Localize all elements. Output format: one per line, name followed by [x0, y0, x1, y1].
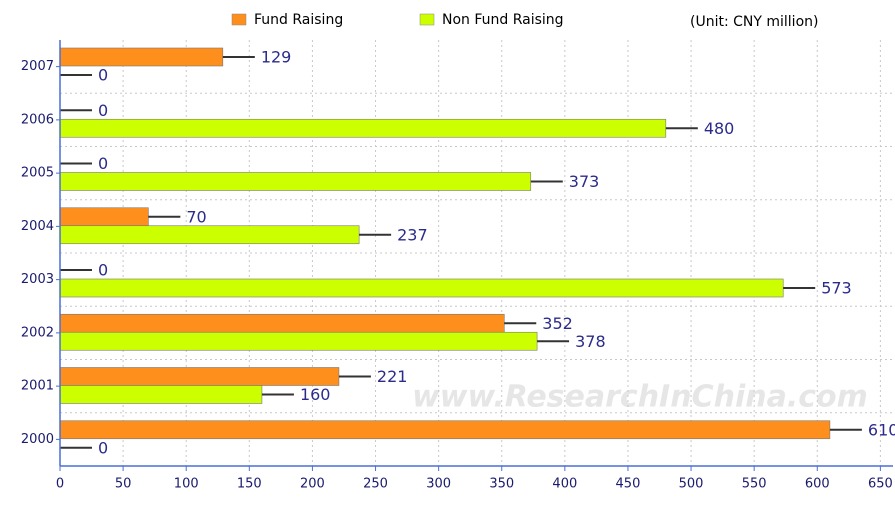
bar [59, 225, 360, 245]
bar [59, 367, 340, 386]
y-tick-label: 2004 [21, 219, 54, 234]
y-tick-label: 2003 [21, 272, 54, 287]
value-label: 352 [542, 314, 573, 333]
bar [59, 47, 224, 67]
bar [59, 172, 532, 191]
x-tick-label: 250 [363, 477, 388, 492]
y-tick-label: 2007 [21, 59, 54, 74]
y-tick-label: 2005 [21, 166, 54, 181]
watermark: www.ResearchInChina.com [412, 380, 868, 415]
x-tick-label: 300 [426, 477, 451, 492]
x-tick-label: 450 [616, 477, 641, 492]
legend-label: Non Fund Raising [442, 12, 564, 28]
value-label: 0 [98, 154, 108, 173]
value-label: 573 [821, 279, 852, 298]
x-tick-label: 50 [115, 477, 132, 492]
y-tick-label: 2000 [21, 432, 54, 447]
value-label: 237 [397, 225, 428, 244]
y-tick-label: 2002 [21, 325, 54, 340]
x-tick-label: 500 [679, 477, 704, 492]
value-label: 480 [704, 119, 735, 138]
bar [59, 118, 667, 138]
x-tick-label: 150 [237, 477, 262, 492]
value-label: 129 [261, 48, 292, 67]
value-label: 0 [98, 101, 108, 120]
x-tick-label: 650 [868, 477, 893, 492]
bar [59, 313, 505, 333]
x-tick-label: 200 [300, 477, 325, 492]
value-label: 373 [569, 172, 600, 191]
value-label: 0 [98, 261, 108, 280]
x-tick-label: 400 [552, 477, 577, 492]
value-label: 0 [98, 438, 108, 457]
x-tick-label: 0 [56, 477, 64, 492]
bar [59, 278, 784, 298]
bar [59, 385, 263, 404]
y-tick-label: 2001 [21, 379, 54, 394]
value-label: 221 [377, 367, 408, 386]
bar [59, 207, 149, 227]
value-label: 160 [300, 385, 331, 404]
bar [59, 420, 831, 440]
value-label: 610 [868, 420, 895, 439]
unit-note: (Unit: CNY million) [690, 14, 818, 30]
legend-label: Fund Raising [254, 12, 343, 28]
value-label: 0 [98, 66, 108, 85]
value-label: 378 [575, 332, 606, 351]
y-tick-label: 2006 [21, 112, 54, 127]
bar [59, 331, 538, 351]
legend-swatch [419, 13, 435, 26]
x-tick-label: 600 [805, 477, 830, 492]
legend-swatch [231, 13, 247, 26]
value-label: 70 [186, 207, 206, 226]
x-tick-label: 350 [489, 477, 514, 492]
x-tick-label: 550 [742, 477, 767, 492]
x-tick-label: 100 [174, 477, 199, 492]
